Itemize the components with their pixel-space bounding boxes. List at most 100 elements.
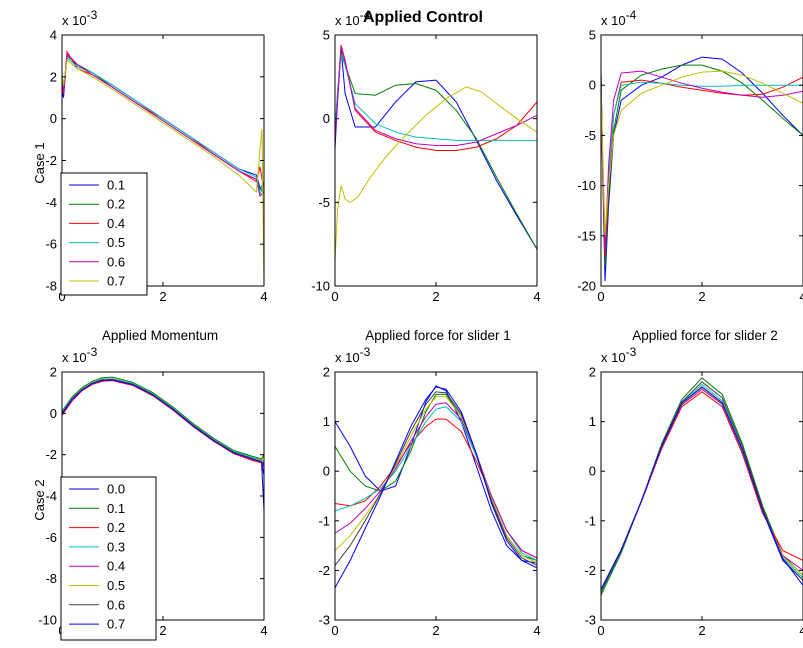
series-line-0.7 xyxy=(601,386,803,590)
axis-multiplier: x 10-3 xyxy=(335,345,371,365)
series-group xyxy=(335,385,537,589)
y-tick-label: -1 xyxy=(318,513,330,528)
y-tick-label: -10 xyxy=(38,613,57,628)
legend-label: 0.4 xyxy=(107,216,125,231)
y-tick-label: -3 xyxy=(584,613,596,628)
legend: 0.1 0.2 0.4 0.5 0.6 0.7 xyxy=(60,172,148,296)
y-tick-label: 4 xyxy=(50,28,57,43)
y-tick-label: -8 xyxy=(45,279,57,294)
figure-title: Applied Control xyxy=(363,9,483,26)
x-tick-label: 2 xyxy=(698,289,705,304)
legend-label: 0.5 xyxy=(107,578,125,593)
x-tick-label: 0 xyxy=(597,289,604,304)
legend-label: 0.5 xyxy=(107,235,125,250)
y-tick-label: 2 xyxy=(50,365,57,380)
y-tick-label: 0 xyxy=(323,464,330,479)
axis-multiplier: x 10-3 xyxy=(62,345,98,365)
column-title-momentum: Applied Momentum xyxy=(102,328,218,343)
legend-label: 0.2 xyxy=(107,197,125,212)
x-tick-label: 2 xyxy=(698,623,705,638)
axis-multiplier: x 10-4 xyxy=(335,8,371,28)
axis-multiplier: x 10-3 xyxy=(62,8,98,28)
series-group xyxy=(601,56,803,282)
y-tick-label: -2 xyxy=(45,447,57,462)
legend-label: 0.3 xyxy=(107,539,125,554)
y-tick-label: 1 xyxy=(323,414,330,429)
y-tick-label: 5 xyxy=(323,28,330,43)
x-tick-label: 4 xyxy=(533,289,540,304)
series-line-0.6 xyxy=(62,52,264,198)
series-line-0.2 xyxy=(335,51,537,250)
legend-label: 0.6 xyxy=(107,254,125,269)
subplot-case2-slider2: 0 2 4 -3 -2 -1 0 1 2 x 10-3 xyxy=(584,345,803,638)
legend-label: 0.7 xyxy=(107,617,125,632)
y-tick-label: 1 xyxy=(589,414,596,429)
x-tick-label: 0 xyxy=(331,289,338,304)
subplot-case1-momentum: 0 2 4 -8 -6 -4 -2 0 2 4 x 10-3 0.1 0.2 0.4 0.5 0.6 0.7 xyxy=(45,8,267,304)
x-tick-label: 2 xyxy=(159,623,166,638)
x-tick-label: 0 xyxy=(331,623,338,638)
legend-label: 0.0 xyxy=(107,482,125,497)
x-tick-label: 0 xyxy=(58,289,65,304)
series-group xyxy=(62,50,264,284)
series-line-0.7 xyxy=(62,59,264,284)
y-tick-label: 0 xyxy=(589,464,596,479)
legend: 0.0 0.1 0.2 0.3 0.4 0.5 0.6 0.7 xyxy=(60,476,157,641)
y-tick-label: -10 xyxy=(577,178,596,193)
y-tick-label: -4 xyxy=(45,195,57,210)
y-tick-label: 2 xyxy=(589,365,596,380)
series-line-0.6 xyxy=(335,46,537,146)
x-tick-label: 2 xyxy=(432,289,439,304)
series-line-0.6 xyxy=(335,391,537,566)
x-tick-label: 0 xyxy=(597,623,604,638)
y-tick-label: -2 xyxy=(318,563,330,578)
y-tick-label: -10 xyxy=(311,279,330,294)
column-title-slider-1: Applied force for slider 1 xyxy=(365,328,511,343)
subplot-case1-slider2: 0 2 4 -20 -15 -10 -5 0 5 x 10-4 xyxy=(577,8,803,304)
series-group xyxy=(601,377,803,596)
x-tick-label: 2 xyxy=(159,289,166,304)
series-line-0.5 xyxy=(335,396,537,564)
y-tick-label: -2 xyxy=(584,563,596,578)
x-tick-label: 4 xyxy=(799,289,803,304)
x-tick-label: 4 xyxy=(260,623,267,638)
series-group xyxy=(62,376,264,511)
series-line-0.5 xyxy=(335,54,537,141)
series-group xyxy=(335,44,537,261)
y-tick-label: -3 xyxy=(318,613,330,628)
y-tick-label: 0 xyxy=(323,111,330,126)
y-tick-label: -6 xyxy=(45,237,57,252)
y-tick-label: -5 xyxy=(584,128,596,143)
y-tick-label: -8 xyxy=(45,571,57,586)
row-label-case-2: Case 2 xyxy=(32,479,47,520)
row-label-case-1: Case 1 xyxy=(32,142,47,183)
series-line-0.4 xyxy=(335,402,537,559)
y-tick-label: 5 xyxy=(589,28,596,43)
series-line-0.0 xyxy=(335,385,537,564)
subplot-case1-slider1: 0 2 4 -10 -5 0 5 x 10-4 xyxy=(311,8,540,304)
y-tick-label: -15 xyxy=(577,228,596,243)
y-tick-label: -5 xyxy=(318,195,330,210)
column-title-slider-2: Applied force for slider 2 xyxy=(632,328,778,343)
y-tick-label: 2 xyxy=(323,365,330,380)
legend-label: 0.4 xyxy=(107,559,125,574)
x-tick-label: 4 xyxy=(799,623,803,638)
series-line-0.7 xyxy=(601,70,803,236)
y-tick-label: 0 xyxy=(589,78,596,93)
series-line-0.5 xyxy=(62,57,264,196)
y-tick-label: -2 xyxy=(45,153,57,168)
y-tick-label: -20 xyxy=(577,279,596,294)
subplot-case2-slider1: 0 2 4 -3 -2 -1 0 1 2 x 10-3 xyxy=(318,345,540,638)
legend-label: 0.7 xyxy=(107,274,125,289)
x-tick-label: 4 xyxy=(260,289,267,304)
axis-multiplier: x 10-4 xyxy=(601,8,637,28)
legend-label: 0.1 xyxy=(107,178,125,193)
y-tick-label: -4 xyxy=(45,489,57,504)
legend-box xyxy=(60,476,157,641)
y-tick-label: 0 xyxy=(50,111,57,126)
x-tick-label: 2 xyxy=(432,623,439,638)
series-line-0.7 xyxy=(62,379,264,476)
